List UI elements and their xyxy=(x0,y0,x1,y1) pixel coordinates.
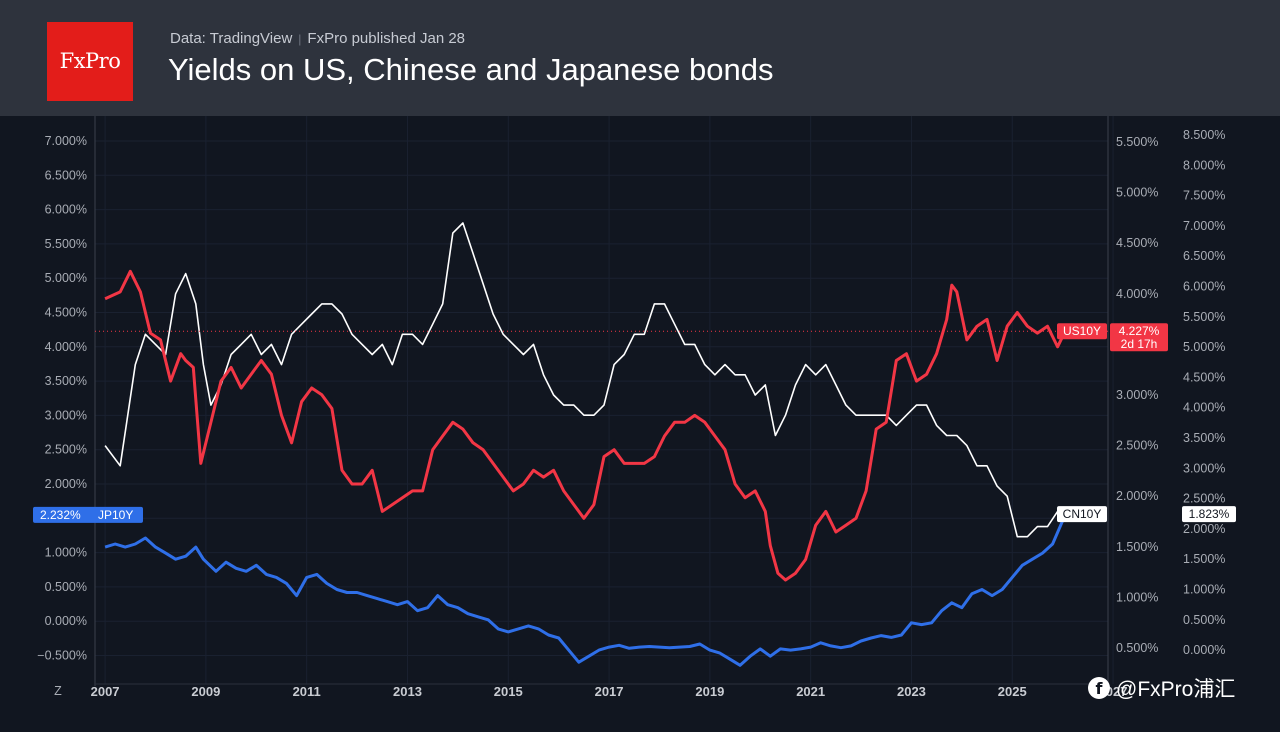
source-label: Data: TradingView xyxy=(170,30,293,47)
right-axis-tick: 4.000% xyxy=(1116,287,1158,301)
left-axis-tick: 2.500% xyxy=(45,443,87,457)
right-axis-tick: 5.000% xyxy=(1183,340,1225,354)
series-line-us10y xyxy=(104,269,1067,582)
x-tick-label: 2025 xyxy=(998,684,1027,699)
right-axis-tick: 7.500% xyxy=(1183,189,1225,203)
right-axis-tick: 1.000% xyxy=(1183,583,1225,597)
chart-title: Yields on US, Chinese and Japanese bonds xyxy=(168,52,774,87)
left-axis-tick: 2.000% xyxy=(45,477,87,491)
us10y-name-text: US10Y xyxy=(1063,324,1101,338)
right-axis-tick: 5.500% xyxy=(1116,135,1158,149)
us10y-name-tag xyxy=(1057,323,1107,340)
right-axis-tick: 5.500% xyxy=(1183,310,1225,324)
right-axis-tick: 2.500% xyxy=(1116,439,1158,453)
right-axis-tick: 1.500% xyxy=(1116,540,1158,554)
right-axis-tick: 6.000% xyxy=(1183,280,1225,294)
source-line: Data: TradingView | FxPro published Jan 28 xyxy=(170,30,465,47)
x-tick-label: 2023 xyxy=(897,684,926,699)
left-axis-tick: 4.000% xyxy=(45,340,87,354)
series-line-jp10y xyxy=(104,514,1067,667)
right-axis-tick: 3.000% xyxy=(1116,388,1158,402)
weibo-icon: f xyxy=(1088,677,1110,699)
right-axis-tick: 3.000% xyxy=(1183,461,1225,475)
x-tick-label: 2015 xyxy=(494,684,523,699)
header-bar: FxPro Data: TradingView | FxPro published … xyxy=(0,0,1280,116)
cn10y-name-text: CN10Y xyxy=(1063,507,1102,521)
weibo-watermark: f @FxPro浦汇 xyxy=(1088,672,1235,704)
right-axis-tick: 2.500% xyxy=(1183,492,1225,506)
left-axis-tick: 0.000% xyxy=(45,614,87,628)
separator: | xyxy=(298,32,302,46)
left-axis-tick: 6.500% xyxy=(45,168,87,182)
right-axis-tick: 1.000% xyxy=(1116,590,1158,604)
right-axis-tick: 4.000% xyxy=(1183,401,1225,415)
right-axis-tick: 8.000% xyxy=(1183,158,1225,172)
left-axis-tick: 7.000% xyxy=(45,134,87,148)
x-tick-label: 2007 xyxy=(91,684,120,699)
right-axis-tick: 0.500% xyxy=(1183,613,1225,627)
right-axis-tick: 4.500% xyxy=(1116,236,1158,250)
right-axis-tick: 4.500% xyxy=(1183,370,1225,384)
right-axis-tick: 2.000% xyxy=(1116,489,1158,503)
right-axis-tick: 5.000% xyxy=(1116,186,1158,200)
logo-text: FxPro xyxy=(59,49,121,73)
right-axis-tick: 7.000% xyxy=(1183,219,1225,233)
right-axis-tick: 6.500% xyxy=(1183,249,1225,263)
left-axis-tick: 1.000% xyxy=(45,546,87,560)
right-axis-tick: 8.500% xyxy=(1183,128,1225,142)
x-tick-label: 2011 xyxy=(293,684,321,699)
fxpro-logo: FxPro xyxy=(47,22,133,101)
left-axis-tick: −0.500% xyxy=(37,649,87,663)
timezone-badge: Z xyxy=(54,684,62,698)
jp10y-value-text: 2.232% xyxy=(40,508,81,522)
value-labels: US10Y 4.227%2d 17h CN10Y 1.823% 2.232% JP10Y xyxy=(33,323,1236,523)
x-tick-label: 2009 xyxy=(191,684,220,699)
publisher-label: FxPro published Jan 28 xyxy=(307,30,466,47)
left-axis-tick: 5.000% xyxy=(45,271,87,285)
gridlines xyxy=(95,116,1114,684)
x-axis: 2007 2009 2011 2013 2015 2017 2019 2021 2023 2025… xyxy=(54,116,1128,699)
left-axis-tick: 4.500% xyxy=(45,306,87,320)
x-tick-label: 2013 xyxy=(393,684,422,699)
right-axis-tick: 2.000% xyxy=(1183,522,1225,536)
us10y-value-text: 4.227% xyxy=(1119,324,1160,338)
chart-area: 7.000% 6.500% 6.000% 5.500% 5.000% 4.500% 4.00… xyxy=(0,116,1236,699)
jp10y-name-text: JP10Y xyxy=(98,508,133,522)
right-axis-tick: 1.500% xyxy=(1183,552,1225,566)
x-tick-label: 2021 xyxy=(796,684,825,699)
cn10y-name-tag xyxy=(1057,506,1107,523)
right-axis-tick: 0.000% xyxy=(1183,643,1225,657)
right-axis-tick: 0.500% xyxy=(1116,641,1158,655)
right-axes: 5.500% 5.000% 4.500% 4.000% 3.500% 3.000% 2.50… xyxy=(1116,128,1225,657)
watermark-text: @FxPro浦汇 xyxy=(1116,678,1236,701)
series-lines xyxy=(95,222,1108,667)
left-axis-tick: 0.500% xyxy=(45,580,87,594)
right-axis-tick: 3.500% xyxy=(1183,431,1225,445)
us10y-value-tag xyxy=(1110,323,1168,352)
x-tick-label: 2019 xyxy=(695,684,724,699)
left-axis-tick: 3.500% xyxy=(45,374,87,388)
us10y-countdown-text: 2d 17h xyxy=(1121,337,1158,351)
x-tick-label: 2017 xyxy=(595,684,624,699)
left-axis-tick: 3.000% xyxy=(45,408,87,422)
left-axis-tick: 5.500% xyxy=(45,237,87,251)
left-axis-tick: 6.000% xyxy=(45,203,87,217)
series-line-cn10y xyxy=(104,222,1066,538)
cn10y-value-tag xyxy=(1182,506,1236,523)
cn10y-value-text: 1.823% xyxy=(1189,507,1230,521)
jp10y-tag xyxy=(33,506,143,523)
left-axis-pane xyxy=(0,116,95,684)
